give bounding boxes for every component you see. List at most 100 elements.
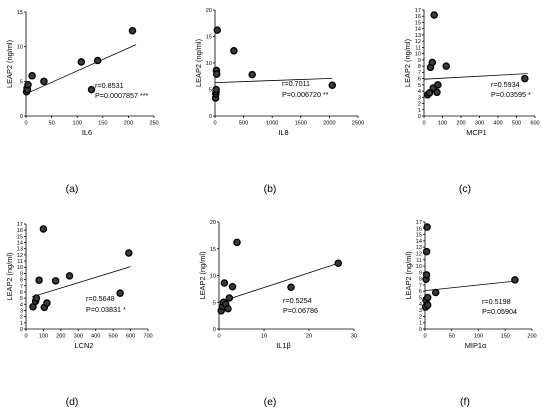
y-tick-label: 5 <box>419 296 422 302</box>
x-tick-label: 150 <box>501 334 510 340</box>
regression-line <box>424 280 515 292</box>
x-axis-label: IL6 <box>82 128 92 137</box>
p-value: P=0.06786 <box>283 306 318 315</box>
y-tick-label: 17 <box>415 8 421 14</box>
regression-line <box>31 266 131 298</box>
y-tick-label: 11 <box>416 258 422 264</box>
x-tick-label: 200 <box>124 121 133 127</box>
y-tick-label: 11 <box>415 45 421 51</box>
y-tick-label: 10 <box>415 52 421 58</box>
x-tick-label: 50 <box>449 334 455 340</box>
data-point <box>28 72 36 80</box>
x-tick-label: 1000 <box>266 121 278 127</box>
regression-line <box>218 262 339 303</box>
x-tick-label: 500 <box>108 334 117 340</box>
panel-5: 0 5 10 15 20 0 10 20 30 LEAP2 (ng/ml) IL1β r=0.5254… <box>198 220 357 408</box>
data-point <box>125 249 133 257</box>
y-tick-label: 16 <box>415 14 421 20</box>
y-tick-label: 8 <box>20 278 23 284</box>
y-tick-label: 20 <box>206 8 212 14</box>
data-point <box>35 276 43 284</box>
x-tick-label: 500 <box>239 121 248 127</box>
y-tick-label: 0 <box>419 327 422 333</box>
x-tick-label: 100 <box>73 121 82 127</box>
y-tick-label: 3 <box>20 308 23 314</box>
y-tick-label: 15 <box>416 233 422 239</box>
y-tick-label: 14 <box>415 27 421 33</box>
panel-label: (b) <box>264 183 277 195</box>
data-point <box>425 89 434 97</box>
data-point <box>43 299 51 307</box>
y-tick-label: 12 <box>416 251 422 257</box>
panel-label: (a) <box>66 183 79 195</box>
y-tick-label: 15 <box>210 247 216 253</box>
x-axis-label: IL8 <box>278 128 288 137</box>
panel-2: 0 5 10 15 20 0 500 1000 1500 2000 2500 LEAP2 (ng/ml… <box>194 8 364 195</box>
x-tick-label: 100 <box>438 121 447 127</box>
data-point <box>433 88 441 97</box>
p-value: P=0.03831 * <box>86 305 126 314</box>
data-point <box>334 259 342 267</box>
y-tick-label: 5 <box>20 296 23 302</box>
data-point <box>287 283 295 292</box>
y-tick-label: 15 <box>17 10 23 16</box>
data-point <box>65 272 74 280</box>
y-tick-label: 9 <box>20 271 23 277</box>
y-tick-label: 0 <box>20 114 23 120</box>
x-tick-label: 100 <box>474 334 483 340</box>
y-tick-label: 16 <box>416 226 422 232</box>
panel-label: (d) <box>66 396 79 408</box>
y-tick-label: 12 <box>17 253 23 259</box>
x-tick-label: 0 <box>213 121 216 127</box>
data-point <box>430 11 438 19</box>
data-point <box>93 56 102 65</box>
data-point <box>228 282 237 291</box>
y-tick-label: 2 <box>419 314 422 320</box>
y-axis-label: LEAP2 (ng/ml) <box>404 251 413 299</box>
y-tick-label: 1 <box>418 108 421 114</box>
y-tick-label: 4 <box>20 302 23 308</box>
x-tick-label: 300 <box>475 121 484 127</box>
p-value: P=0.006720 ** <box>282 90 329 99</box>
data-point <box>511 276 519 284</box>
x-tick-label: 0 <box>422 121 425 127</box>
y-axis-label: LEAP2 (ng/ml) <box>5 252 14 300</box>
x-tick-label: 700 <box>143 334 152 340</box>
x-axis-label: MCP1 <box>466 128 487 137</box>
data-point <box>422 247 431 256</box>
data-point <box>434 81 442 89</box>
x-tick-label: 30 <box>351 334 357 340</box>
y-tick-label: 7 <box>419 283 422 289</box>
y-tick-label: 2 <box>20 315 23 321</box>
data-point <box>24 81 32 89</box>
x-axis-label: IL1β <box>276 341 291 350</box>
x-tick-label: 400 <box>493 121 502 127</box>
correlation-r: r=0.5254 <box>283 296 312 305</box>
y-axis-label: LEAP2 (ng/ml) <box>194 39 203 87</box>
x-axis-label: MIP1α <box>465 341 487 350</box>
data-point <box>248 70 256 79</box>
y-tick-label: 8 <box>418 64 421 70</box>
y-tick-label: 10 <box>416 264 422 270</box>
data-point <box>32 294 41 302</box>
y-tick-label: 7 <box>20 284 23 290</box>
regression-line <box>214 77 333 84</box>
data-point <box>233 238 241 247</box>
y-tick-label: 13 <box>416 245 422 251</box>
data-point <box>128 26 137 35</box>
y-tick-label: 6 <box>20 290 23 296</box>
y-tick-label: 0 <box>20 327 23 333</box>
y-tick-label: 5 <box>20 79 23 85</box>
panel-label: (c) <box>459 183 471 195</box>
y-tick-label: 3 <box>419 308 422 314</box>
x-tick-label: 150 <box>98 121 107 127</box>
data-point <box>423 293 432 302</box>
y-tick-label: 3 <box>418 95 421 101</box>
x-tick-label: 2000 <box>323 121 335 127</box>
x-tick-label: 500 <box>512 121 521 127</box>
y-tick-label: 17 <box>17 222 23 228</box>
y-tick-label: 14 <box>17 241 23 247</box>
x-tick-label: 300 <box>74 334 83 340</box>
data-point <box>521 74 529 83</box>
